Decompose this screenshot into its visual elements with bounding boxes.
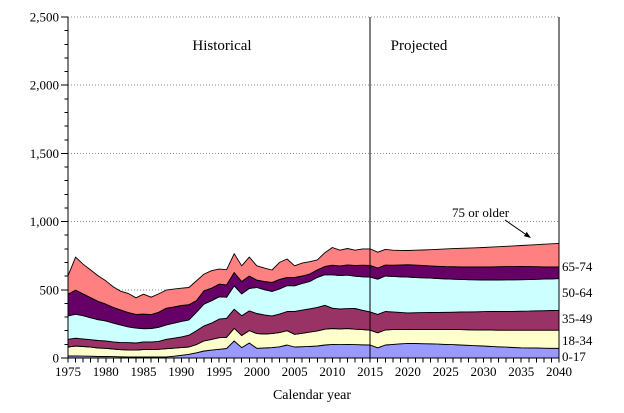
y-tick-label: 1,000: [30, 214, 59, 229]
x-tick-label: 1980: [93, 364, 119, 379]
y-tick-label: 1,500: [30, 146, 59, 161]
series-label-18-34: 18-34: [562, 333, 593, 348]
series-label-35-49: 35-49: [562, 311, 593, 326]
annotation-75-or-older-label: 75 or older: [452, 205, 510, 220]
x-tick-label: 2010: [319, 364, 345, 379]
x-tick-label: 2015: [357, 364, 383, 379]
historical-region-label: Historical: [192, 38, 252, 54]
x-tick-label: 2025: [433, 364, 459, 379]
x-tick-label: 2020: [395, 364, 421, 379]
x-tick-label: 2005: [282, 364, 308, 379]
y-tick-label: 2,000: [30, 78, 59, 93]
x-tick-label: 2030: [470, 364, 496, 379]
annotation-arrowhead: [523, 231, 531, 238]
x-tick-label: 2040: [546, 364, 572, 379]
x-tick-label: 1975: [55, 364, 81, 379]
series-label-65-74: 65-74: [562, 259, 593, 274]
y-tick-label: 0: [53, 351, 60, 366]
x-tick-label: 1985: [131, 364, 157, 379]
projected-region-label: Projected: [390, 38, 448, 54]
x-tick-label: 1990: [168, 364, 194, 379]
x-axis-title: Calendar year: [272, 388, 352, 403]
series-label-0-17: 0-17: [562, 349, 586, 364]
series-label-50-64: 50-64: [562, 285, 593, 300]
x-tick-label: 2000: [244, 364, 270, 379]
y-tick-label: 2,500: [30, 10, 59, 25]
annotation-arrow: [504, 219, 529, 237]
x-tick-label: 2035: [508, 364, 534, 379]
x-tick-label: 1995: [206, 364, 232, 379]
y-tick-label: 500: [40, 282, 60, 297]
